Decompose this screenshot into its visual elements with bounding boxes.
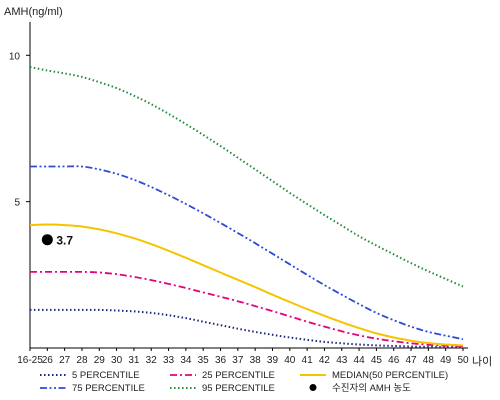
legend-marker-swatch — [309, 384, 317, 391]
x-tick-label: 26 — [42, 355, 54, 366]
series-line-25-percentile — [29, 270, 464, 348]
legend-label: 5 PERCENTILE — [72, 370, 140, 381]
x-tick-label: 37 — [232, 355, 244, 366]
x-tick-label: 27 — [59, 355, 71, 366]
x-tick-label: 46 — [388, 355, 400, 366]
x-tick-label: 34 — [180, 355, 192, 366]
legend: 5 PERCENTILE 25 PERCENTILE MEDIAN(50 PERCE… — [40, 370, 448, 394]
x-tick-label: 32 — [146, 355, 158, 366]
x-tick-label: 28 — [76, 355, 88, 366]
x-tick-label: 48 — [423, 355, 435, 366]
legend-label: MEDIAN(50 PERCENTILE) — [332, 370, 448, 381]
x-tick-label: 41 — [302, 355, 314, 366]
y-axis-title: AMH(ng/ml) — [4, 6, 63, 18]
series-line-95-percentile — [29, 66, 464, 288]
x-tick-label: 50 — [457, 355, 469, 366]
x-tick-label: 47 — [405, 355, 417, 366]
x-tick-label: 43 — [336, 355, 348, 366]
x-tick-label: 39 — [267, 355, 279, 366]
x-tick-label: 45 — [371, 355, 383, 366]
series-line-median-50-percentile — [29, 223, 464, 347]
series-layer — [29, 66, 464, 349]
x-tick-label: 16-25 — [17, 355, 43, 366]
x-tick-label: 44 — [354, 355, 366, 366]
y-tick-label: 5 — [14, 198, 20, 209]
legend-label: 수진자의 AMH 농도 — [332, 383, 411, 394]
patient-amh-value-label: 3.7 — [56, 234, 73, 248]
x-tick-label: 30 — [111, 355, 123, 366]
x-tick-label: 40 — [284, 355, 296, 366]
series-line-75-percentile — [29, 165, 464, 341]
y-tick-label: 10 — [9, 51, 21, 62]
x-tick-label: 29 — [94, 355, 106, 366]
x-tick-label: 35 — [198, 355, 210, 366]
x-tick-label: 33 — [163, 355, 175, 366]
x-tick-label: 49 — [440, 355, 452, 366]
series-line-5-percentile — [29, 308, 464, 349]
x-tick-label: 42 — [319, 355, 331, 366]
patient-marker: 3.7 — [41, 234, 73, 248]
legend-label: 75 PERCENTILE — [72, 383, 145, 394]
x-tick-label: 31 — [128, 355, 140, 366]
legend-label: 25 PERCENTILE — [202, 370, 275, 381]
x-tick-label: 36 — [215, 355, 227, 366]
patient-amh-point — [41, 234, 53, 246]
x-tick-label: 38 — [250, 355, 262, 366]
legend-label: 95 PERCENTILE — [202, 383, 275, 394]
x-axis-title: 나이 — [472, 355, 492, 368]
